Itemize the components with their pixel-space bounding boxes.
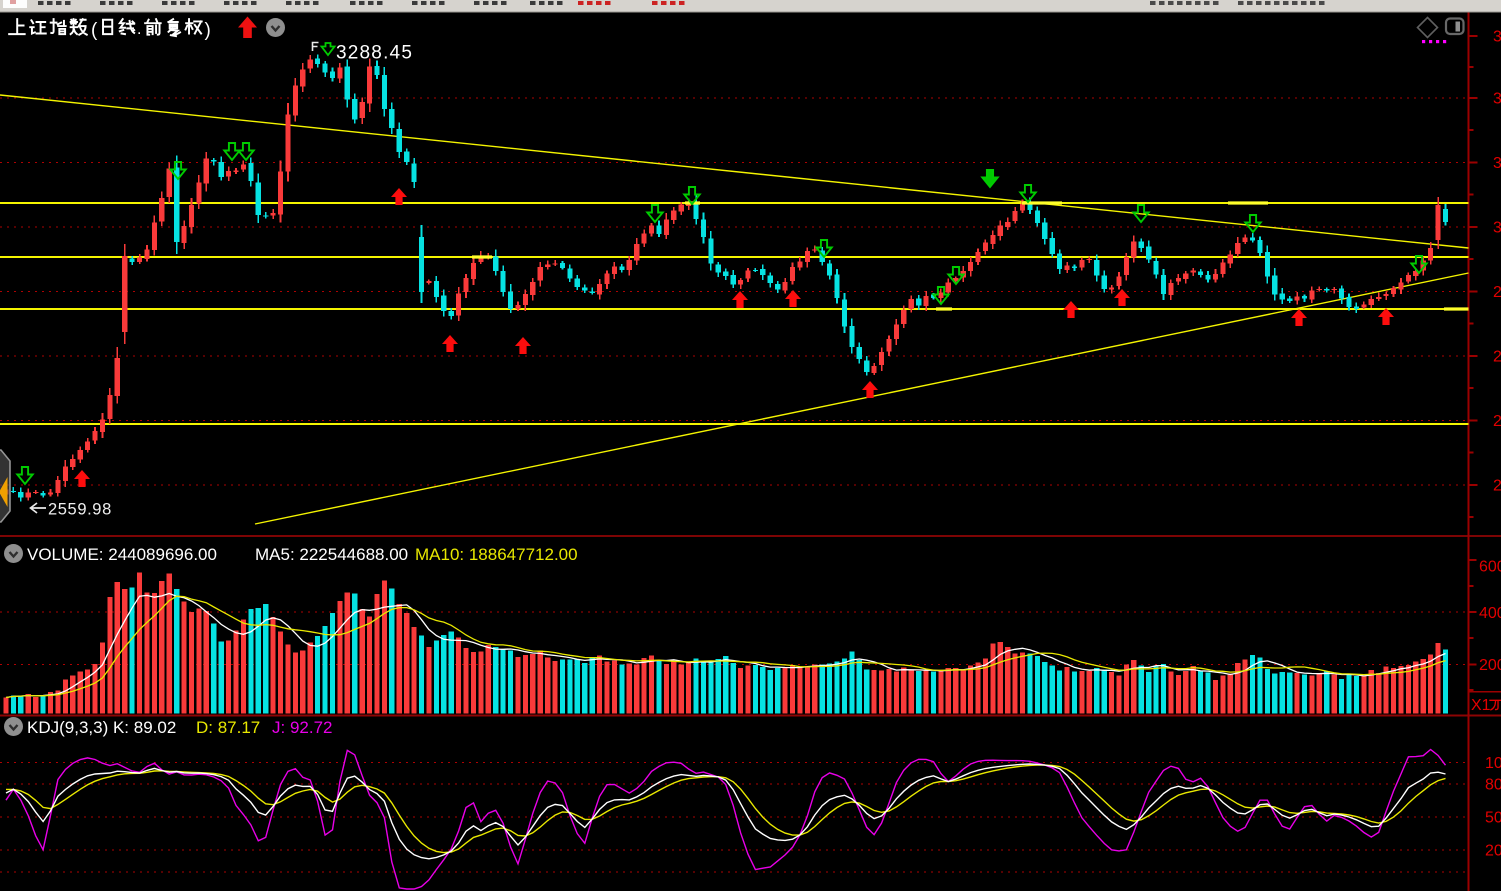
svg-text:2700: 2700: [1493, 413, 1501, 430]
svg-text:VOLUME: 244089696.00: VOLUME: 244089696.00: [27, 545, 217, 564]
svg-text:2800: 2800: [1493, 349, 1501, 366]
svg-text:6000: 6000: [1479, 559, 1501, 576]
svg-text:2559.98: 2559.98: [48, 501, 112, 519]
svg-text:3100: 3100: [1493, 155, 1501, 172]
svg-text:X1: X1: [1471, 697, 1491, 714]
svg-text:3200: 3200: [1493, 91, 1501, 108]
svg-text:D: 87.17: D: 87.17: [196, 718, 260, 737]
svg-text:2900: 2900: [1493, 284, 1501, 301]
svg-text:J: 92.72: J: 92.72: [272, 718, 333, 737]
svg-text:.: .: [137, 21, 141, 38]
svg-text:4000: 4000: [1479, 605, 1501, 622]
svg-text:3000: 3000: [1493, 220, 1501, 237]
svg-text:3288.45: 3288.45: [336, 43, 413, 64]
svg-text:(: (: [91, 20, 98, 41]
svg-text:MA10: 188647712.00: MA10: 188647712.00: [415, 545, 578, 564]
svg-text:MA5: 222544688.00: MA5: 222544688.00: [255, 545, 408, 564]
svg-text:80: 80: [1485, 777, 1501, 794]
svg-text:): ): [205, 20, 211, 41]
svg-text:20: 20: [1485, 843, 1501, 860]
svg-text:2600: 2600: [1493, 478, 1501, 495]
svg-text:50: 50: [1485, 810, 1501, 827]
svg-text:3300: 3300: [1493, 29, 1501, 46]
svg-text:KDJ(9,3,3) K: 89.02: KDJ(9,3,3) K: 89.02: [27, 718, 176, 737]
svg-text:2000: 2000: [1479, 657, 1501, 674]
svg-text:100: 100: [1485, 755, 1501, 772]
